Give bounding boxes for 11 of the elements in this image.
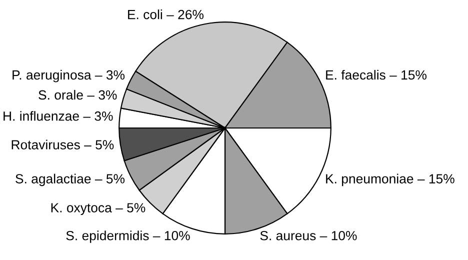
slice-label: H. influenzae – 3%	[4, 111, 113, 121]
slice-label: Rotaviruses – 5%	[12, 140, 114, 150]
slice-label: S. epidermidis – 10%	[66, 230, 190, 243]
slice-label: P. aeruginosa – 3%	[12, 70, 125, 82]
slice-label: E. faecalis – 15%	[326, 70, 426, 80]
slice-label: S. agalactiae – 5%	[16, 174, 125, 186]
slice-label: S. orale – 3%	[38, 90, 117, 100]
slice-label: E. coli – 26%	[128, 10, 204, 20]
slice-label: S. aureus – 10%	[260, 230, 357, 240]
slice-label: K. oxytoca – 5%	[51, 203, 146, 216]
slice-label: K. pneumoniae – 15%	[326, 174, 454, 186]
